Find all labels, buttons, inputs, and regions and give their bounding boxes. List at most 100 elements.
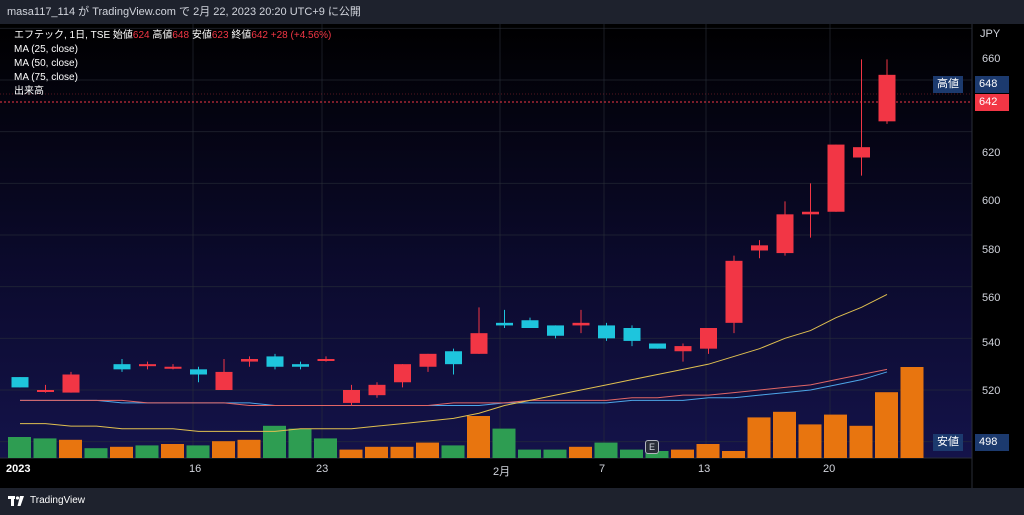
tradingview-logo-icon (8, 495, 24, 506)
legend-open-label: 始値 (112, 30, 133, 41)
volume-bar (645, 451, 669, 458)
candle-body (292, 364, 309, 367)
candle-body (725, 260, 743, 323)
volume-bar (569, 446, 592, 458)
candle-body (700, 328, 717, 349)
candle-body (572, 322, 590, 326)
legend-high-label: 高値 (152, 30, 173, 41)
candle-body (317, 359, 335, 361)
volume-bar (441, 445, 465, 458)
candle-body (62, 374, 80, 393)
volume-bar (237, 439, 261, 458)
legend-open: 624 (132, 30, 150, 41)
volume-bar (824, 414, 847, 458)
volume-bar (620, 449, 643, 458)
earnings-marker[interactable]: E (645, 440, 659, 454)
publish-caption: masa117_114 が TradingView.com で 2月 22, 2… (0, 0, 1024, 24)
price-tick: 520 (982, 385, 1001, 397)
brand-name: TradingView (30, 495, 86, 506)
volume-bar (365, 446, 388, 458)
volume-bar (110, 446, 133, 458)
candle-body (190, 369, 207, 375)
currency-unit[interactable]: JPY (980, 28, 1001, 40)
volume-bar (84, 448, 108, 458)
legend-low-label: 安値 (191, 30, 212, 41)
time-axis-bg (0, 458, 972, 488)
candle-body (394, 364, 411, 383)
candle-body (751, 245, 768, 251)
legend-symbol-row: エフテック, 1日, TSE 始値624 高値648 安値623 終値642 +… (14, 29, 331, 43)
candle-body (496, 322, 513, 326)
high-badge-label: 高値 (933, 76, 963, 93)
volume-bar (8, 437, 31, 458)
volume-bar (518, 449, 541, 458)
low-badge-label: 安値 (933, 434, 963, 451)
candle-body (37, 390, 54, 392)
volume-bar (416, 442, 439, 458)
candle-body (445, 351, 462, 365)
legend-ma25[interactable]: MA (25, close) (14, 44, 78, 55)
candle-body (419, 353, 437, 367)
volume-bar (722, 451, 745, 458)
ma25-line (20, 293, 888, 432)
legend-change: +28 (+4.56%) (270, 30, 332, 41)
candle-body (368, 384, 386, 396)
candles (11, 59, 896, 406)
volume-bar (671, 449, 694, 458)
time-tick: 16 (189, 463, 202, 475)
candle-body (266, 356, 284, 367)
price-tick: 620 (982, 147, 1001, 159)
price-tick: 600 (982, 195, 1001, 207)
price-tick: 580 (982, 244, 1001, 256)
volume-bar (696, 444, 720, 458)
legend-ma75[interactable]: MA (75, close) (14, 72, 78, 83)
volume-bar (747, 417, 771, 458)
volume-bar (135, 445, 159, 458)
volume-bar (314, 438, 337, 458)
candle-body (11, 377, 29, 388)
candle-body (827, 144, 845, 212)
candle-body (649, 343, 666, 349)
candle-body (164, 366, 182, 369)
last-price-badge: 642 (975, 94, 1009, 111)
legend-high: 648 (172, 30, 190, 41)
legend-volume[interactable]: 出来高 (14, 86, 44, 97)
legend-symbol: エフテック, 1日, TSE (14, 30, 111, 41)
price-tick: 540 (982, 337, 1001, 349)
footer: TradingView (0, 488, 1024, 515)
volume-bar (186, 445, 210, 458)
candle-body (139, 364, 156, 367)
legend: エフテック, 1日, TSE 始値624 高値648 安値623 終値642 +… (14, 29, 331, 99)
candle-body (598, 325, 615, 339)
volume-bar (390, 446, 414, 458)
volume-bar (33, 438, 57, 458)
legend-close-label: 終値 (231, 30, 252, 41)
plot-background (0, 24, 972, 458)
candle-body (878, 74, 896, 122)
candle-body (215, 371, 233, 390)
chart-canvas[interactable] (0, 24, 1024, 488)
candle-body (623, 328, 641, 341)
candle-body (776, 214, 794, 254)
candle-body (802, 211, 819, 215)
volume-bar (339, 449, 363, 458)
volume-bar (492, 428, 516, 458)
tradingview-logo[interactable]: TradingView (8, 495, 85, 506)
low-badge-value: 498 (975, 434, 1009, 451)
candle-body (521, 320, 539, 328)
volume-bar (798, 424, 822, 458)
candle-body (343, 390, 360, 403)
candle-body (853, 147, 870, 158)
volume-bar (900, 367, 924, 458)
legend-low: 623 (211, 30, 229, 41)
chart-area[interactable]: エフテック, 1日, TSE 始値624 高値648 安値623 終値642 +… (0, 24, 1024, 488)
ma50-line (20, 368, 888, 406)
time-tick: 7 (599, 463, 606, 475)
volume-bar (212, 441, 235, 458)
volume-bar (263, 425, 286, 458)
price-tick: 560 (982, 292, 1001, 304)
volume-bar (543, 449, 567, 458)
legend-ma50[interactable]: MA (50, close) (14, 58, 78, 69)
volume-bar (849, 425, 873, 458)
volume-bar (161, 444, 184, 458)
